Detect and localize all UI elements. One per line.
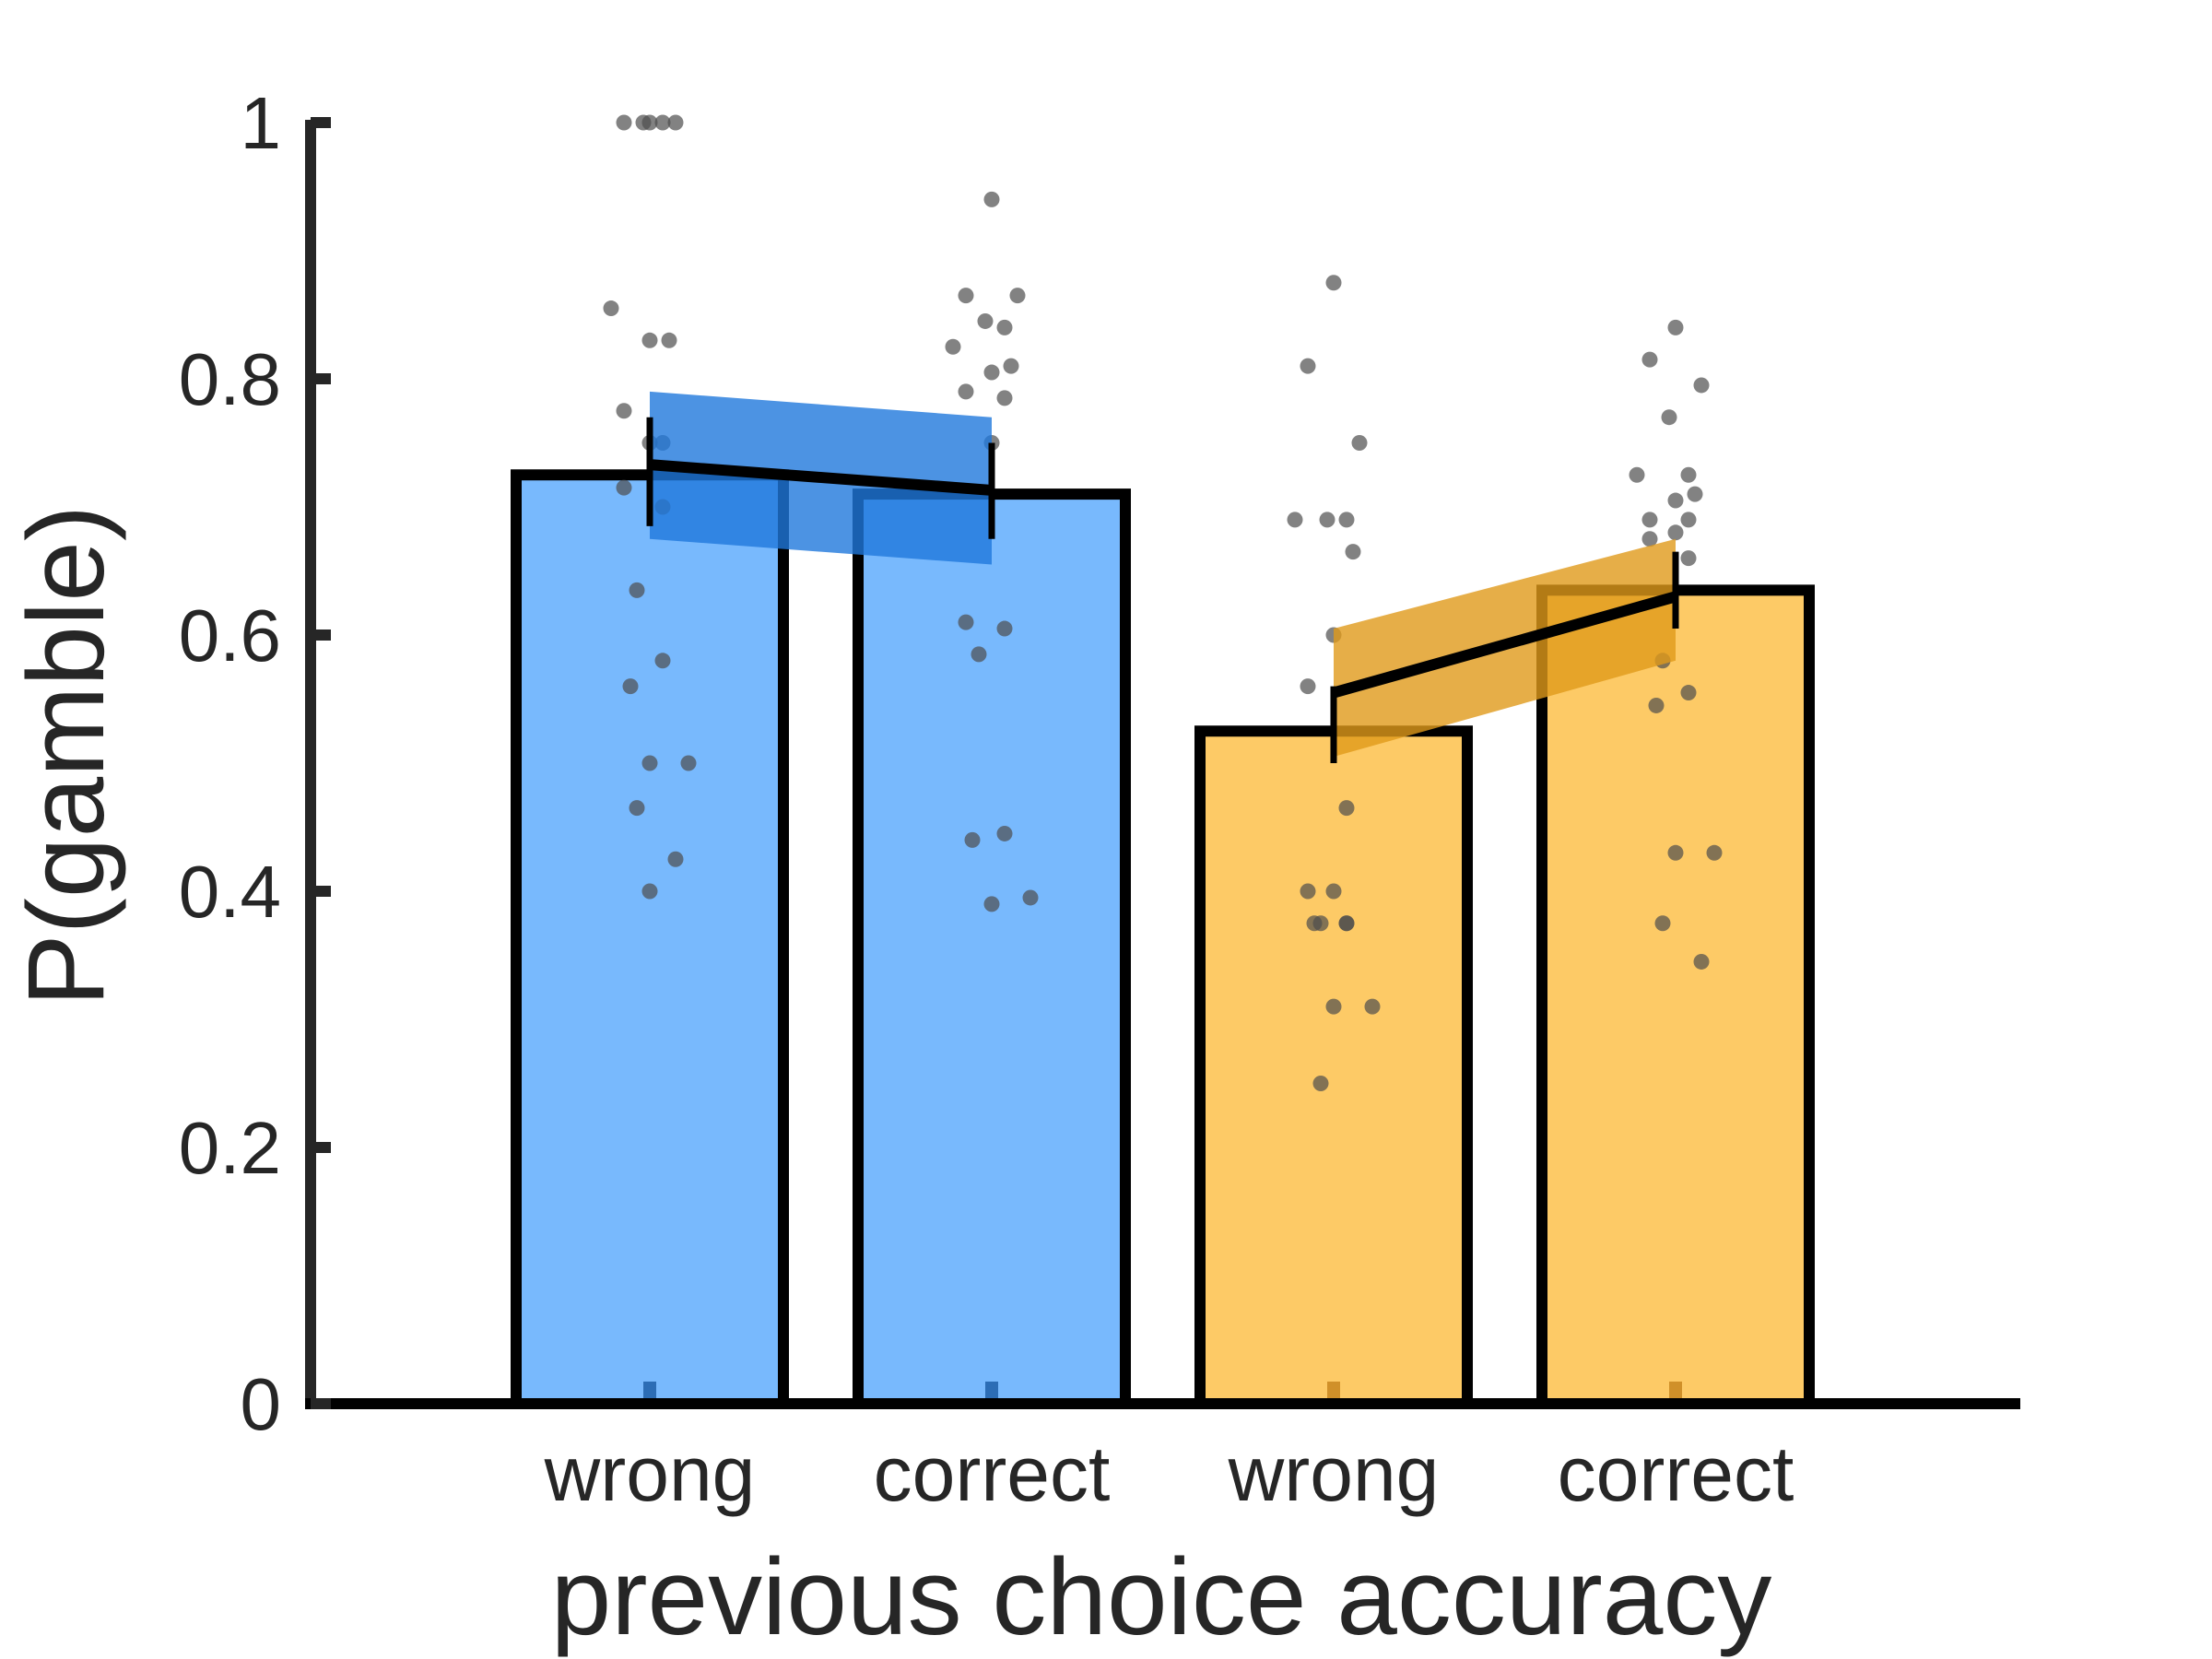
y-axis-title: P(gamble) (6, 505, 127, 1006)
data-point-3-14 (1680, 685, 1697, 701)
data-point-3-0 (1667, 319, 1684, 335)
data-point-2-6 (1345, 544, 1361, 560)
data-point-1-13 (971, 646, 987, 663)
data-point-1-12 (996, 620, 1013, 637)
data-point-3-1 (1641, 351, 1658, 368)
data-point-0-6 (661, 332, 677, 348)
data-point-0-2 (667, 114, 684, 131)
data-point-0-16 (680, 755, 697, 771)
x-axis-title: previous choice accuracy (551, 1536, 1772, 1658)
data-point-0-4 (654, 114, 671, 131)
y-tick-label-1: 0.2 (179, 1107, 281, 1189)
data-point-3-19 (1693, 953, 1710, 970)
data-point-2-8 (1300, 678, 1316, 695)
data-point-0-7 (641, 332, 658, 348)
data-point-2-2 (1351, 435, 1368, 451)
data-point-3-9 (1680, 512, 1697, 528)
data-point-3-17 (1667, 844, 1684, 861)
data-point-3-12 (1680, 550, 1697, 567)
plot-area: 0 0.2 0.4 0.6 0.8 1 wrong correct wrong correct (179, 82, 2020, 1517)
bar-2 (1194, 725, 1473, 1409)
data-point-1-11 (958, 614, 974, 630)
data-point-3-18 (1654, 915, 1671, 932)
data-point-1-1 (958, 288, 974, 304)
data-point-3-4 (1680, 466, 1697, 483)
y-tick-label-3: 0.6 (179, 594, 281, 677)
data-point-3-11 (1641, 531, 1658, 547)
data-point-1-6 (1003, 358, 1019, 374)
data-point-1-7 (983, 364, 1000, 381)
data-point-0-18 (629, 800, 645, 817)
data-point-1-9 (996, 390, 1013, 406)
data-point-2-14 (1338, 915, 1355, 932)
data-point-1-14 (996, 825, 1013, 841)
data-point-2-10 (1325, 883, 1342, 900)
x-tick-label-3: correct (1558, 1430, 1794, 1517)
data-point-1-2 (1009, 288, 1026, 304)
data-point-2-9 (1338, 800, 1355, 817)
data-point-2-1 (1300, 358, 1316, 374)
data-point-0-3 (635, 114, 652, 131)
bar-0 (511, 469, 789, 1409)
data-point-0-20 (641, 883, 658, 900)
x-tick-label-1: correct (874, 1430, 1111, 1517)
data-point-2-16 (1364, 998, 1381, 1015)
data-point-3-7 (1667, 492, 1684, 509)
data-point-0-5 (603, 300, 619, 317)
x-tick-label-0: wrong (544, 1430, 756, 1517)
data-point-2-4 (1338, 512, 1355, 528)
data-point-1-17 (983, 896, 1000, 912)
data-point-0-19 (667, 851, 684, 867)
data-point-0-11 (616, 479, 632, 496)
data-point-3-10 (1667, 524, 1684, 541)
data-point-3-3 (1661, 409, 1677, 426)
data-point-3-16 (1706, 844, 1723, 861)
x-tick-label-2: wrong (1228, 1430, 1440, 1517)
data-point-1-15 (964, 831, 981, 848)
y-tick-label-0: 0 (241, 1363, 282, 1445)
data-point-2-18 (1312, 1076, 1329, 1091)
data-point-1-5 (945, 338, 961, 355)
data-point-1-0 (983, 191, 1000, 207)
mean-line-1 (1332, 591, 1677, 699)
data-point-3-5 (1629, 466, 1645, 483)
y-tick-label-4: 0.8 (179, 338, 281, 420)
data-point-3-2 (1693, 377, 1710, 394)
data-point-3-8 (1641, 512, 1658, 528)
y-tick-label-2: 0.4 (179, 851, 281, 933)
bar-3 (1536, 584, 1815, 1409)
data-point-3-15 (1648, 697, 1665, 713)
data-point-1-16 (1022, 889, 1039, 906)
data-point-1-8 (958, 383, 974, 400)
bar-1 (853, 488, 1131, 1409)
data-point-0-8 (616, 403, 632, 419)
data-point-0-13 (629, 582, 645, 598)
data-point-2-0 (1325, 275, 1342, 291)
y-tick-label-5: 1 (241, 82, 282, 164)
data-point-1-4 (996, 319, 1013, 335)
data-point-2-3 (1319, 512, 1335, 528)
data-point-2-17 (1325, 998, 1342, 1015)
data-point-0-17 (641, 755, 658, 771)
data-point-3-6 (1687, 486, 1703, 502)
mean-line-0 (649, 459, 993, 496)
data-point-0-15 (622, 678, 639, 695)
data-point-1-3 (977, 312, 994, 329)
data-point-2-5 (1287, 512, 1303, 528)
data-point-0-14 (654, 653, 671, 669)
data-point-2-15 (1306, 915, 1323, 932)
data-point-0-1 (616, 114, 632, 131)
data-point-2-11 (1300, 883, 1316, 900)
